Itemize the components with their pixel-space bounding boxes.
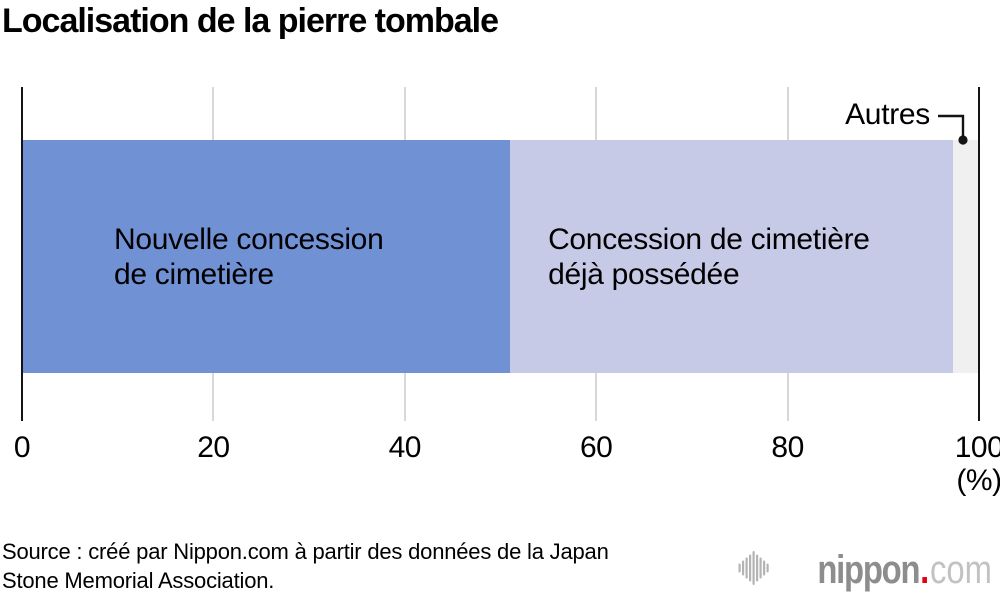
x-tick-label-80: 80 — [771, 431, 804, 464]
x-tick-label-40: 40 — [388, 431, 422, 464]
segment-nouvelle-concession: Nouvelle concession de cimetière — [22, 140, 511, 373]
x-axis-unit: (%) — [956, 464, 1000, 497]
annotation-autres-label: Autres — [845, 98, 930, 131]
nippon-logo: nippon . com — [738, 549, 992, 590]
segment-label: Concession de cimetière déjà possédée — [548, 222, 870, 291]
segment-autres — [953, 140, 979, 373]
annotation-connector-line — [938, 114, 968, 145]
chart-title: Localisation de la pierre tombale — [2, 2, 499, 40]
source-line: Source : créé par Nippon.com à partir de… — [2, 539, 609, 564]
logo-word-com: com — [930, 548, 992, 592]
soundwave-icon — [738, 551, 769, 585]
plot-area: Nouvelle concession de cimetière Concess… — [14, 87, 1000, 497]
x-tick-label-60: 60 — [580, 431, 613, 464]
logo-red-dot: . — [920, 548, 930, 592]
x-tick-label-0: 0 — [13, 431, 31, 464]
segment-label: Nouvelle concession de cimetière — [114, 222, 384, 291]
gridline-100 — [978, 87, 980, 421]
logo-word-nippon: nippon — [817, 548, 920, 592]
source-line: Stone Memorial Association. — [2, 568, 275, 593]
x-tick-label-20: 20 — [197, 431, 230, 464]
gridline-0 — [21, 87, 23, 421]
x-tick-label-100: 100 (%) — [955, 431, 1000, 497]
logo-wordmark: nippon . com — [817, 550, 992, 590]
segment-concession-possedee: Concession de cimetière déjà possédée — [510, 140, 954, 373]
source-note: Source : créé par Nippon.com à partir de… — [2, 537, 609, 595]
stacked-bar: Nouvelle concession de cimetière Concess… — [22, 140, 979, 373]
